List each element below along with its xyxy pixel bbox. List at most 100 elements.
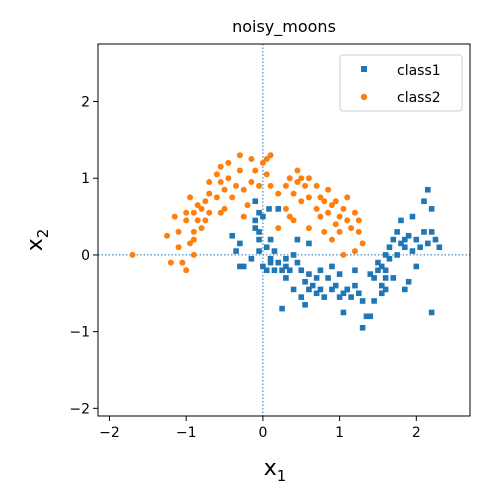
point-class1 — [313, 290, 320, 297]
point-class1 — [240, 263, 247, 270]
point-class2 — [202, 217, 209, 224]
point-class1 — [256, 248, 262, 254]
point-class1 — [271, 267, 278, 274]
point-class1 — [229, 232, 236, 239]
point-class1 — [266, 206, 272, 212]
point-class1 — [398, 240, 404, 247]
point-class2 — [225, 175, 232, 182]
point-class2 — [290, 217, 297, 224]
point-class1 — [340, 290, 347, 297]
point-class1 — [286, 267, 293, 274]
point-class2 — [263, 156, 270, 163]
point-class2 — [351, 209, 358, 216]
point-class2 — [213, 171, 220, 178]
point-class1 — [405, 278, 412, 285]
plot-area-frame — [97, 43, 471, 417]
point-class1 — [290, 286, 297, 293]
point-class2 — [206, 179, 213, 186]
point-class1 — [402, 244, 408, 251]
point-class2 — [267, 152, 274, 159]
point-class2 — [321, 228, 328, 235]
point-class2 — [164, 232, 171, 239]
point-class2 — [332, 198, 339, 205]
x-tick-label: 0 — [258, 425, 267, 441]
point-class2 — [187, 240, 194, 247]
point-class1 — [409, 248, 416, 254]
point-class2 — [332, 221, 339, 228]
point-class1 — [306, 271, 312, 277]
point-class2 — [355, 217, 362, 224]
point-class1 — [378, 282, 385, 289]
point-class2 — [179, 259, 186, 266]
point-class1 — [325, 275, 331, 281]
point-class2 — [217, 163, 224, 170]
point-class2 — [175, 228, 182, 235]
point-class2 — [340, 251, 347, 258]
point-class2 — [233, 182, 240, 189]
legend-marker-class2 — [360, 93, 368, 101]
point-class1 — [359, 324, 366, 331]
point-class1 — [428, 309, 435, 316]
point-class1 — [267, 259, 274, 266]
point-class1 — [359, 298, 366, 304]
point-class1 — [386, 255, 393, 262]
series-class1 — [229, 186, 443, 331]
data-points — [129, 152, 443, 331]
point-class2 — [317, 213, 324, 220]
point-class1 — [275, 206, 282, 212]
point-class2 — [190, 209, 197, 216]
point-class2 — [244, 202, 251, 209]
point-class2 — [340, 205, 347, 212]
point-class2 — [171, 213, 178, 220]
point-class2 — [286, 175, 293, 182]
x-axis-label-subscript: 1 — [277, 467, 287, 485]
point-class2 — [328, 236, 335, 243]
point-class2 — [248, 156, 255, 163]
x-tick-label: 2 — [412, 425, 421, 441]
point-class1 — [382, 286, 389, 293]
point-class1 — [256, 236, 262, 243]
point-class2 — [294, 179, 301, 186]
point-class2 — [344, 217, 351, 224]
point-class1 — [382, 252, 389, 258]
point-class2 — [259, 159, 266, 166]
point-class2 — [175, 244, 182, 251]
point-class1 — [421, 198, 427, 205]
point-class1 — [425, 240, 431, 247]
point-class1 — [336, 294, 343, 300]
point-class1 — [237, 240, 243, 247]
point-class1 — [313, 275, 320, 281]
point-class2 — [313, 182, 320, 189]
point-class1 — [294, 236, 301, 243]
point-class1 — [252, 225, 259, 231]
point-class1 — [394, 252, 400, 258]
legend-label-class1: class1 — [397, 63, 441, 79]
point-class2 — [248, 179, 255, 186]
point-class1 — [283, 263, 289, 270]
legend-box — [339, 54, 463, 112]
point-class1 — [290, 252, 297, 258]
point-class1 — [298, 294, 305, 300]
point-class1 — [428, 229, 435, 235]
point-class1 — [367, 313, 374, 320]
point-class2 — [198, 225, 205, 232]
x-tick-label: −2 — [99, 425, 120, 441]
point-class2 — [344, 194, 351, 201]
point-class2 — [290, 190, 297, 197]
point-class2 — [236, 167, 243, 174]
point-class1 — [405, 232, 412, 239]
point-class1 — [283, 275, 289, 281]
point-class1 — [348, 294, 354, 300]
point-class1 — [279, 267, 285, 274]
point-class1 — [271, 248, 278, 254]
point-class2 — [190, 236, 197, 243]
point-class1 — [260, 263, 266, 270]
y-axis-label: x2 — [23, 229, 52, 252]
point-class2 — [267, 182, 274, 189]
point-class1 — [409, 213, 416, 220]
x-tick-label: 1 — [335, 425, 344, 441]
point-class1 — [432, 236, 439, 243]
point-class1 — [263, 267, 270, 274]
point-class2 — [194, 202, 201, 209]
point-class1 — [302, 301, 308, 308]
